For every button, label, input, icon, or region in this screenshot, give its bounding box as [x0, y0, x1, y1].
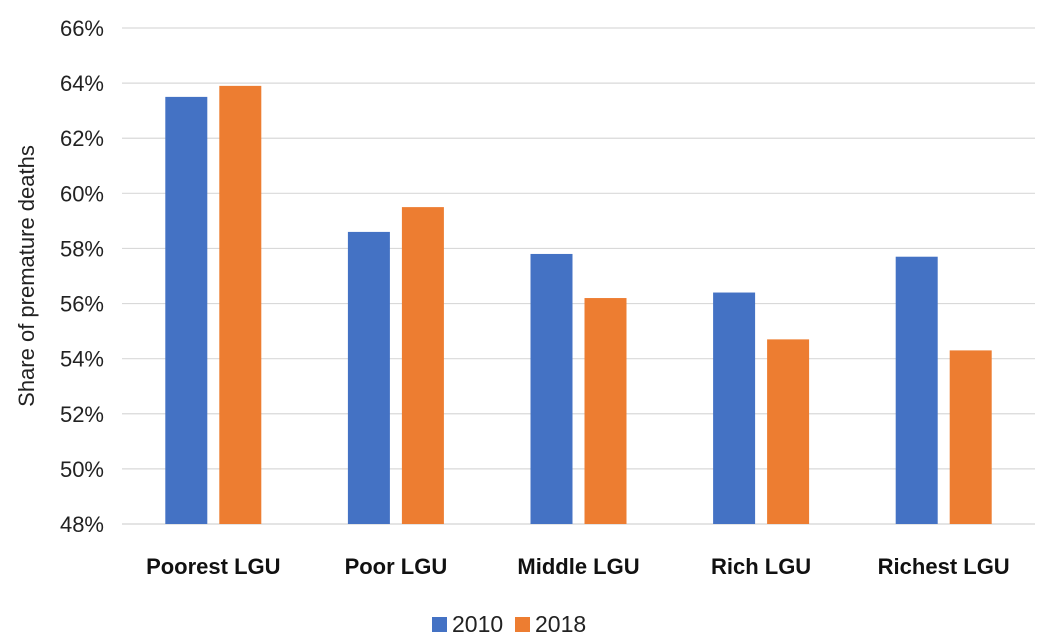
y-tick-label: 56% — [60, 292, 104, 317]
y-tick-label: 62% — [60, 126, 104, 151]
y-tick-label: 50% — [60, 457, 104, 482]
y-tick-label: 48% — [60, 512, 104, 537]
bar-2010-middle-lgu — [530, 253, 573, 524]
x-category-label: Middle LGU — [517, 554, 639, 579]
bar-2018-middle-lgu — [584, 298, 627, 524]
legend-label: 2018 — [535, 611, 586, 634]
x-category-label: Richest LGU — [878, 554, 1010, 579]
bar-2018-poorest-lgu — [219, 85, 262, 524]
y-tick-label: 64% — [60, 71, 104, 96]
y-tick-label: 52% — [60, 402, 104, 427]
legend-label: 2010 — [452, 611, 503, 634]
legend-swatch-2010 — [432, 617, 447, 632]
bars — [165, 85, 992, 524]
bar-2018-poor-lgu — [401, 207, 444, 524]
x-axis-categories: Poorest LGU Poor LGU Middle LGU Rich LGU Ric… — [146, 554, 1010, 579]
bar-2010-poor-lgu — [347, 231, 390, 524]
x-category-label: Poorest LGU — [146, 554, 280, 579]
x-category-label: Poor LGU — [345, 554, 448, 579]
y-tick-label: 58% — [60, 236, 104, 261]
legend-swatch-2018 — [515, 617, 530, 632]
y-axis-ticks: 48% 50% 52% 54% 56% 58% 60% 62% 64% 66% — [60, 16, 104, 537]
y-tick-label: 54% — [60, 347, 104, 372]
bar-2010-poorest-lgu — [165, 96, 208, 524]
y-axis-label: Share of premature deaths — [14, 145, 39, 407]
bar-2010-richest-lgu — [895, 256, 938, 524]
gridlines — [122, 27, 1035, 525]
bar-2018-rich-lgu — [767, 339, 810, 524]
x-category-label: Rich LGU — [711, 554, 811, 579]
legend: 2010 2018 — [432, 611, 586, 634]
bar-2018-richest-lgu — [949, 350, 992, 524]
bar-2010-rich-lgu — [713, 292, 756, 524]
y-tick-label: 66% — [60, 16, 104, 41]
y-tick-label: 60% — [60, 181, 104, 206]
